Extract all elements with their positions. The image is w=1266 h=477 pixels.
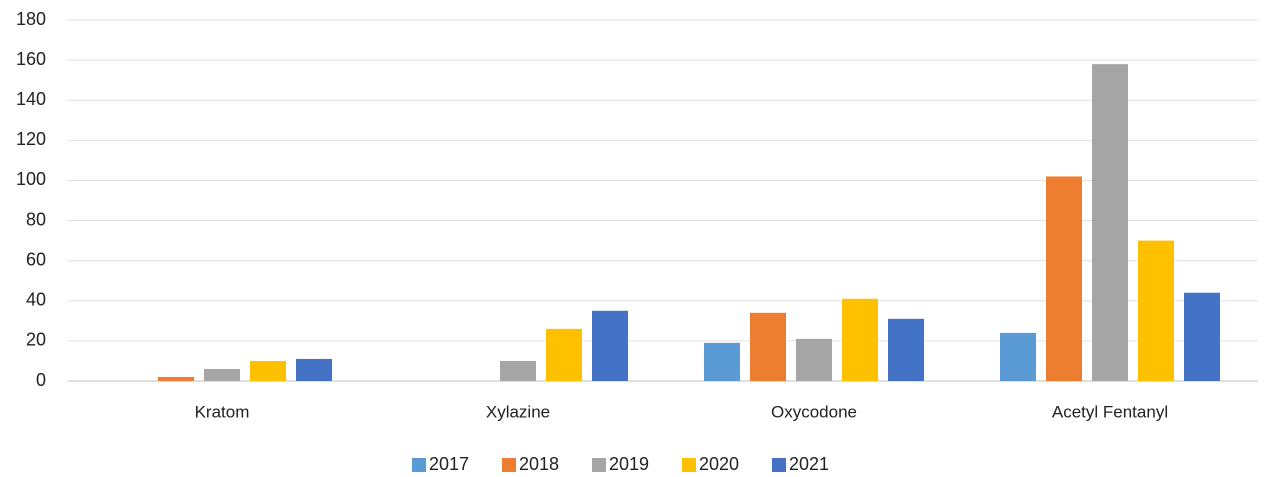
y-tick-label: 20 <box>26 330 46 350</box>
bar <box>1184 292 1220 381</box>
bar <box>296 358 332 381</box>
y-tick-label: 100 <box>16 169 46 189</box>
y-tick-label: 80 <box>26 209 46 229</box>
bar <box>592 310 628 381</box>
bar <box>1138 240 1174 381</box>
y-tick-label: 40 <box>26 290 46 310</box>
y-tick-label: 60 <box>26 249 46 269</box>
y-tick-label: 160 <box>16 49 46 69</box>
legend-label: 2020 <box>699 454 739 474</box>
y-tick-label: 0 <box>36 370 46 390</box>
bar <box>1046 176 1082 381</box>
bar <box>546 328 582 381</box>
bar <box>704 342 740 381</box>
x-tick-label: Kratom <box>195 402 250 421</box>
bar <box>888 318 924 381</box>
x-tick-label: Oxycodone <box>771 402 857 421</box>
bar <box>250 360 286 381</box>
legend-swatch <box>502 458 516 472</box>
bar <box>842 298 878 381</box>
legend-swatch <box>772 458 786 472</box>
y-tick-label: 140 <box>16 89 46 109</box>
legend-label: 2019 <box>609 454 649 474</box>
bar <box>1092 64 1128 381</box>
y-tick-label: 120 <box>16 129 46 149</box>
legend-swatch <box>412 458 426 472</box>
y-tick-label: 180 <box>16 9 46 29</box>
legend-swatch <box>592 458 606 472</box>
x-tick-label: Acetyl Fentanyl <box>1052 402 1168 421</box>
legend-label: 2021 <box>789 454 829 474</box>
bar <box>204 368 240 381</box>
bar <box>158 376 194 381</box>
x-tick-label: Xylazine <box>486 402 550 421</box>
bar <box>1000 332 1036 381</box>
legend-label: 2018 <box>519 454 559 474</box>
legend-label: 2017 <box>429 454 469 474</box>
bar <box>750 312 786 381</box>
bar <box>796 338 832 381</box>
legend-swatch <box>682 458 696 472</box>
bar <box>500 360 536 381</box>
